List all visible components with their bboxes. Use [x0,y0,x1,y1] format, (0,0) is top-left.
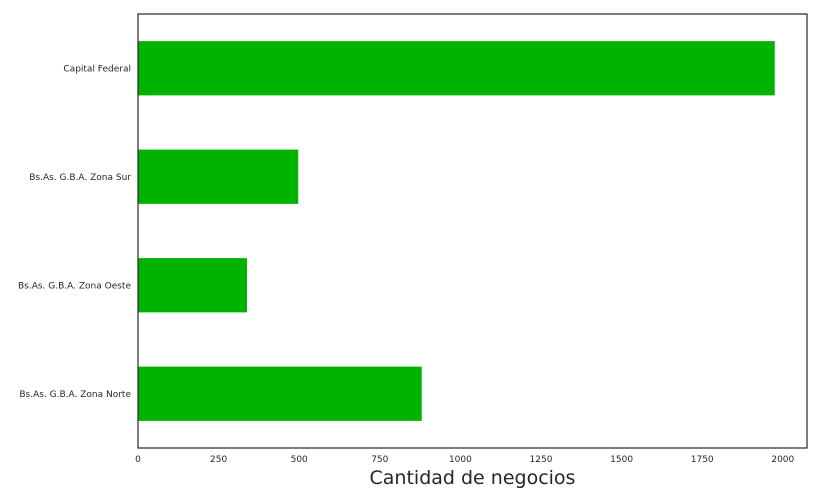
x-tick-label-1: 250 [210,455,227,465]
x-tick-label-7: 1750 [691,455,714,465]
y-tick-label-1: Bs.As. G.B.A. Zona Sur [29,173,131,183]
bar-1 [138,149,299,204]
bars-layer [138,41,775,421]
x-axis-label: Cantidad de negocios [370,467,576,489]
y-tick-labels: Capital Federal Bs.As. G.B.A. Zona Sur Bs.… [18,64,131,400]
plot-frame [137,13,808,449]
bar-3 [138,366,422,421]
y-tick-label-0: Capital Federal [63,64,131,74]
y-tick-label-3: Bs.As. G.B.A. Zona Norte [19,390,131,400]
x-tick-label-5: 1250 [530,455,553,465]
y-tick-label-2: Bs.As. G.B.A. Zona Oeste [18,281,131,291]
x-tick-label-4: 1000 [449,455,472,465]
bar-2 [138,258,247,313]
x-tick-label-3: 750 [371,455,388,465]
x-tick-label-0: 0 [135,455,141,465]
x-tick-label-6: 1500 [610,455,633,465]
x-tick-label-8: 2000 [771,455,794,465]
x-tick-label-2: 500 [291,455,308,465]
bar-0 [138,41,775,96]
x-tick-labels: 0 250 500 750 1000 1250 1500 1750 2000 [135,455,794,465]
